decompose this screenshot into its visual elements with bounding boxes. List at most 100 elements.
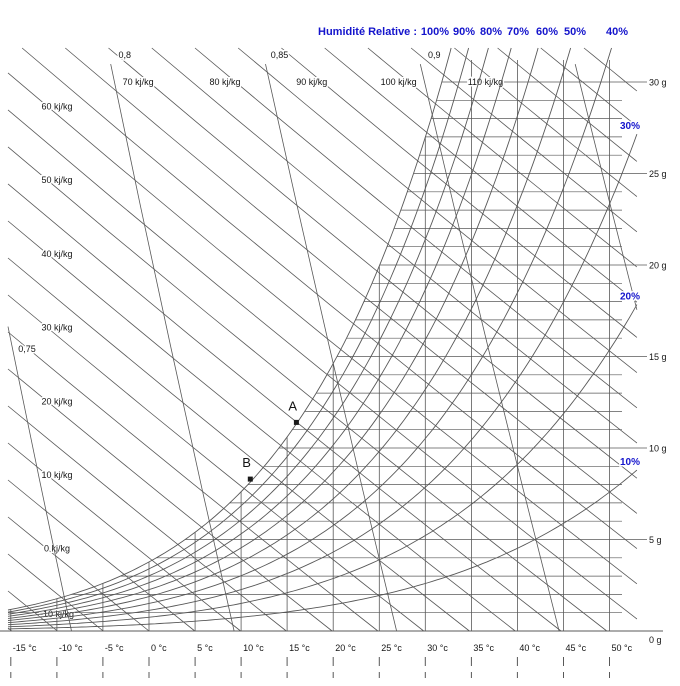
rh-header-title: Humidité Relative : <box>318 26 418 38</box>
temperature-tick-label: 10 °c <box>243 643 264 653</box>
enthalpy-line <box>151 47 638 444</box>
enthalpy-label: 60 kj/kg <box>41 102 72 112</box>
temperature-tick-label: 40 °c <box>519 643 540 653</box>
rh-curve <box>7 47 452 611</box>
temperature-tick-label: 20 °c <box>335 643 356 653</box>
enthalpy-line <box>7 109 638 620</box>
rh-right-label: 10% <box>620 457 640 468</box>
humidity-tick-label: 0 g <box>649 635 662 645</box>
rh-header-percent: 80% <box>479 26 503 38</box>
enthalpy-label: 80 kj/kg <box>209 77 240 87</box>
volume-label: 0,75 <box>18 344 36 354</box>
enthalpy-line <box>7 220 516 632</box>
rh-curve <box>7 47 489 615</box>
enthalpy-line <box>281 47 638 338</box>
rh-curves <box>7 47 638 630</box>
temperature-tick-label: 5 °c <box>197 643 213 653</box>
enthalpy-line <box>410 47 638 233</box>
enthalpy-line <box>7 183 562 632</box>
enthalpy-label: 70 kj/kg <box>123 77 154 87</box>
humidity-tick-label: 5 g <box>649 535 662 545</box>
enthalpy-line <box>7 405 287 632</box>
enthalpy-line <box>454 47 638 197</box>
humidity-tick-label: 10 g <box>649 444 667 454</box>
volume-line <box>574 64 638 310</box>
enthalpy-label: 40 kj/kg <box>41 249 72 259</box>
rh-curve <box>7 133 638 626</box>
point-marker-B <box>247 476 253 482</box>
enthalpy-label: 50 kj/kg <box>41 175 72 185</box>
enthalpy-line <box>7 479 196 632</box>
rh-curve <box>7 47 572 621</box>
volume-line <box>7 326 72 632</box>
enthalpy-line <box>237 47 638 373</box>
enthalpy-label: 90 kj/kg <box>296 77 327 87</box>
rh-header-percent: 70% <box>506 26 530 38</box>
humidity-tick-label: 15 g <box>649 352 667 362</box>
temperature-gridlines <box>10 60 610 678</box>
humidity-tick-label: 20 g <box>649 261 667 271</box>
temperature-tick-label: -15 °c <box>13 643 37 653</box>
humidity-tick-label: 30 g <box>649 78 667 88</box>
volume-lines: 0,75 0,8 0,85 0,9 <box>7 49 638 632</box>
temperature-tick-label: -5 °c <box>105 643 124 653</box>
enthalpy-label: 10 kj/kg <box>41 470 72 480</box>
rh-curve <box>7 469 638 630</box>
enthalpy-label: 110 kj/kg <box>468 77 503 87</box>
enthalpy-line <box>540 47 638 127</box>
rh-header-percent: 90% <box>452 26 476 38</box>
volume-line <box>110 64 235 632</box>
enthalpy-line <box>7 590 58 632</box>
temperature-tick-label: 45 °c <box>566 643 587 653</box>
enthalpy-line <box>21 47 638 549</box>
enthalpy-line <box>7 368 333 632</box>
enthalpy-line <box>7 331 379 632</box>
rh-header: Humidité Relative : 100% 90% 80% 70% 60% 50% 4… <box>0 0 680 46</box>
enthalpy-line <box>583 47 638 92</box>
enthalpy-line <box>7 257 470 632</box>
enthalpy-line <box>7 146 608 632</box>
enthalpy-line <box>7 516 150 632</box>
humidity-axis-labels: 0 g 5 g 10 g 15 g 20 g 25 g 30 g <box>648 76 669 647</box>
enthalpy-line <box>65 47 638 514</box>
rh-right-labels: 30% 20% 10% <box>619 120 642 470</box>
rh-header-percent: 60% <box>535 26 559 38</box>
temperature-tick-label: -10 °c <box>59 643 83 653</box>
enthalpy-line <box>367 47 638 268</box>
enthalpy-label: 100 kj/kg <box>381 77 417 87</box>
rh-curve <box>7 304 638 628</box>
chart-points: AB <box>241 397 299 482</box>
enthalpy-label: 30 kj/kg <box>41 323 72 333</box>
temperature-tick-label: 0 °c <box>151 643 167 653</box>
rh-right-label: 30% <box>620 121 640 132</box>
enthalpy-line <box>7 294 424 632</box>
enthalpy-label: 20 kj/kg <box>41 396 72 406</box>
rh-header-percent: 40% <box>605 26 629 38</box>
enthalpy-line <box>7 72 638 585</box>
volume-line <box>265 64 397 632</box>
temperature-tick-label: 50 °c <box>612 643 633 653</box>
point-label-B: B <box>242 455 251 470</box>
temperature-axis-labels: -15 °c -10 °c -5 °c 0 °c 5 °c 10 °c 15 °c 20 °c… <box>13 643 633 653</box>
volume-label: 0,9 <box>428 50 441 60</box>
enthalpy-line <box>108 47 638 479</box>
rh-curve <box>7 47 613 624</box>
rh-header-percent: 100% <box>420 26 450 38</box>
rh-header-percent: 50% <box>563 26 587 38</box>
temperature-tick-label: 15 °c <box>289 643 310 653</box>
rh-right-label: 20% <box>620 292 640 303</box>
point-label-A: A <box>288 398 297 413</box>
temperature-tick-label: 30 °c <box>427 643 448 653</box>
rh-curve <box>7 47 539 619</box>
enthalpy-line <box>497 47 638 162</box>
temperature-tick-label: 35 °c <box>473 643 494 653</box>
humidity-tick-label: 25 g <box>649 169 667 179</box>
enthalpy-label: 0 kj/kg <box>44 544 70 554</box>
rh-curve <box>7 47 470 613</box>
enthalpy-line <box>324 47 638 303</box>
volume-label: 0,8 <box>118 50 131 60</box>
volume-label: 0,85 <box>271 50 289 60</box>
